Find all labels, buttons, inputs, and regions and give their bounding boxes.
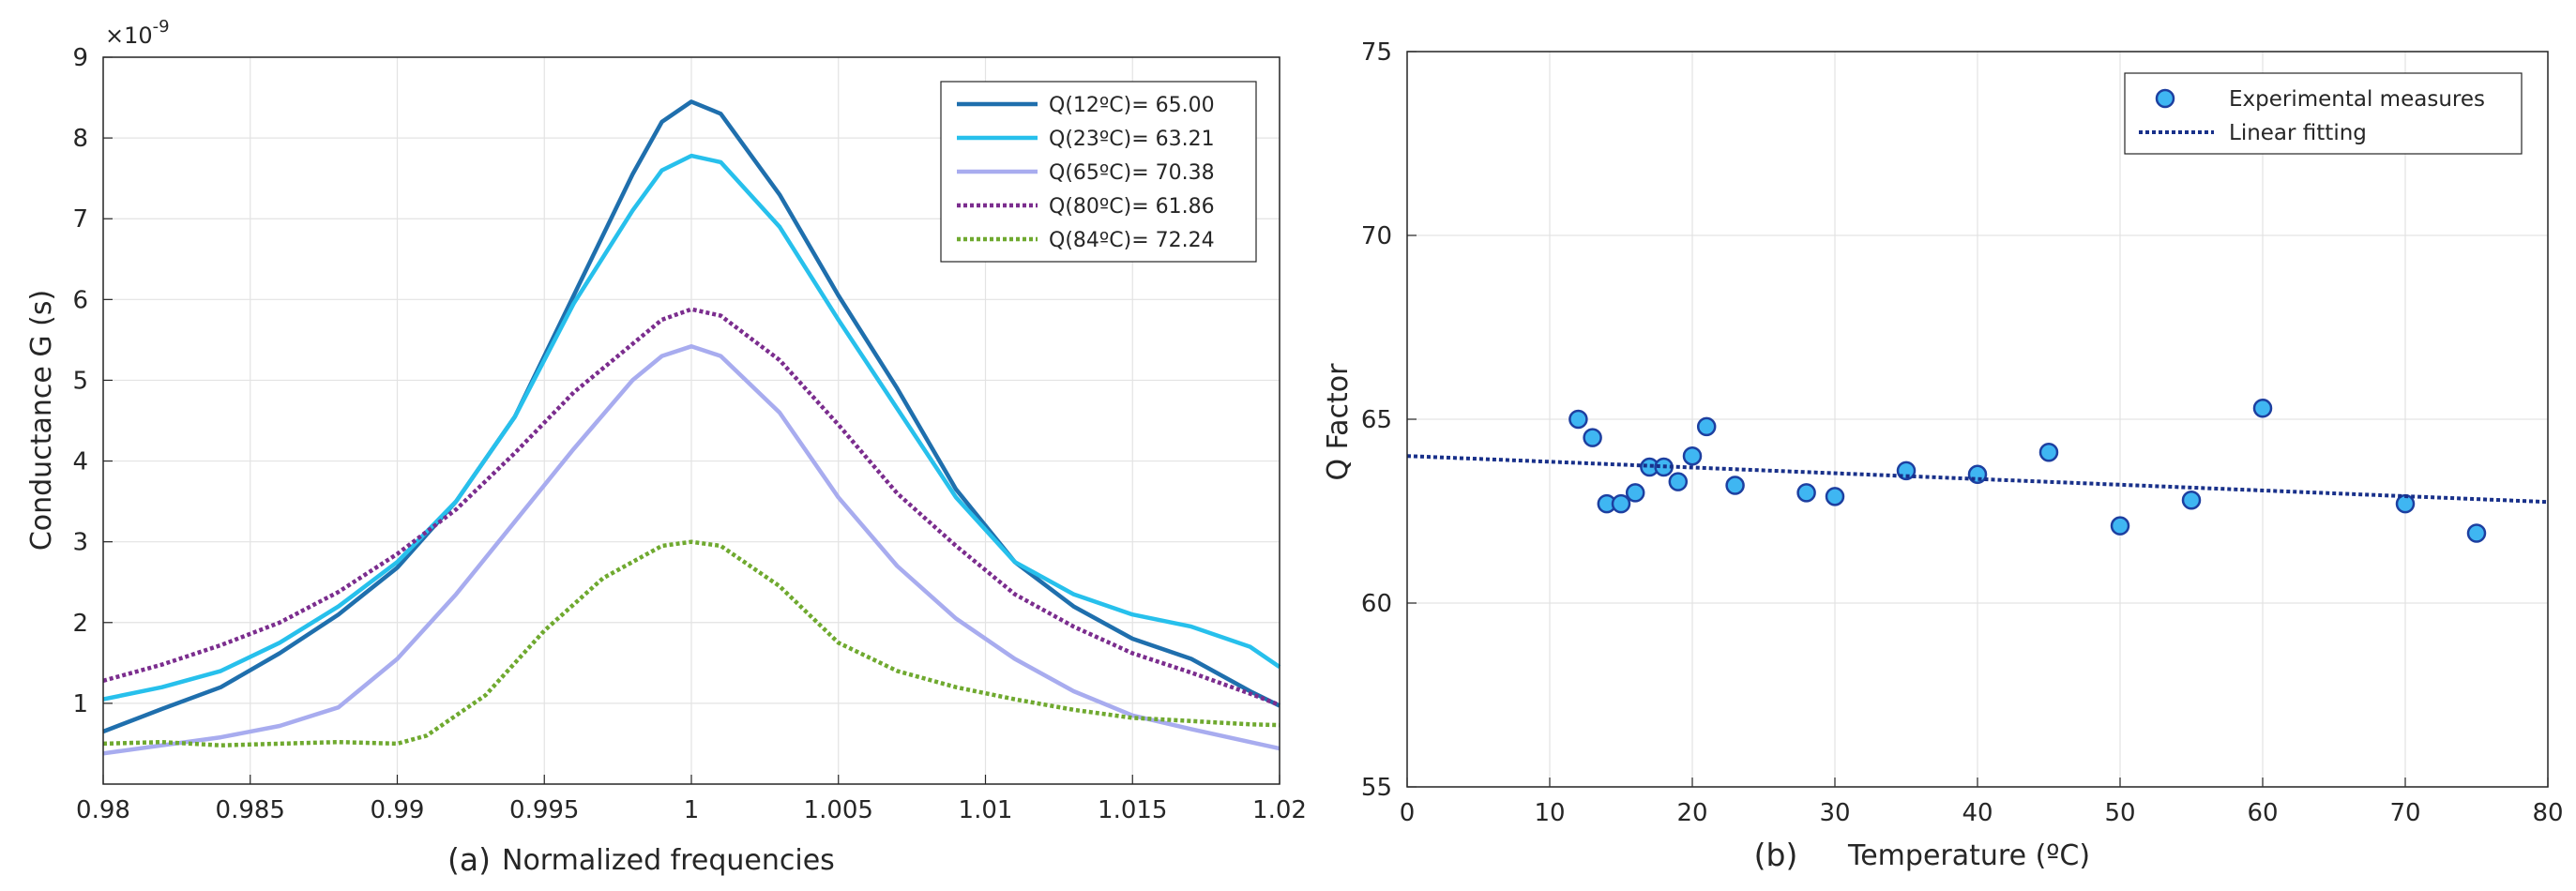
- panel-a-y-multiplier: ×10-9: [105, 17, 170, 49]
- y-tick-label: 2: [72, 610, 88, 638]
- panel-b-x-tick-labels: 0 10 20 30 40 50 60 70 80: [1400, 799, 2564, 827]
- panel-b-legend: Experimental measures Linear fitting: [2124, 72, 2523, 155]
- x-tick-label: 0.985: [216, 796, 285, 824]
- legend-label: Q(80ºC)= 61.86: [1049, 195, 1215, 219]
- series-line: [102, 307, 1280, 707]
- y-tick-label: 6: [72, 286, 88, 314]
- data-point: [2038, 443, 2059, 462]
- legend-label: Q(12ºC)= 65.00: [1049, 94, 1215, 117]
- x-tick-label: 0.99: [371, 796, 425, 824]
- x-tick-label: 70: [2389, 799, 2420, 827]
- y-tick-label: 3: [72, 529, 88, 557]
- x-tick-label: 10: [1534, 799, 1565, 827]
- legend-label: Q(23ºC)= 63.21: [1049, 128, 1215, 151]
- data-point: [1696, 416, 1717, 437]
- data-point: [1796, 483, 1816, 503]
- data-point: [1682, 446, 1703, 466]
- panel-b-label: (b): [1754, 837, 1798, 873]
- series-line: [102, 539, 1280, 748]
- x-tick-label: 1: [684, 796, 700, 824]
- x-tick-label: 0: [1400, 799, 1416, 827]
- data-point: [1625, 483, 1645, 503]
- series-line: [102, 344, 1280, 756]
- y-tick-label: 5: [72, 367, 88, 395]
- legend-marker: [2155, 88, 2175, 109]
- data-point: [1668, 472, 1689, 491]
- panel-a-legend: Q(12ºC)= 65.00 Q(23ºC)= 63.21 Q(65ºC)= 70.…: [940, 81, 1257, 263]
- data-point: [2252, 398, 2273, 418]
- legend-label: Linear fitting: [2229, 121, 2367, 145]
- x-tick-label: 20: [1676, 799, 1707, 827]
- x-tick-label: 1.005: [804, 796, 873, 824]
- panel-a: 0.98 0.985 0.99 0.995 1 1.005 1.01 1.015 1.02 1 2…: [25, 17, 1307, 878]
- y-tick-label: 1: [72, 690, 88, 718]
- data-point: [2110, 516, 2130, 536]
- data-point: [1725, 476, 1745, 495]
- legend-label: Experimental measures: [2229, 87, 2485, 112]
- x-tick-label: 0.98: [76, 796, 130, 824]
- y-tick-label: 60: [1361, 590, 1392, 618]
- data-point: [2181, 490, 2202, 510]
- panel-a-legend-entries: Q(12ºC)= 65.00 Q(23ºC)= 63.21 Q(65ºC)= 70.…: [957, 94, 1215, 252]
- panel-b: 0 10 20 30 40 50 60 70 80 55 60 65 70 75 Q Factor (b…: [1322, 38, 2564, 873]
- x-tick-label: 1.015: [1098, 796, 1167, 824]
- panel-a-axes-box: [102, 56, 1280, 785]
- panel-b-legend-entries: Experimental measures Linear fitting: [2139, 87, 2485, 145]
- x-tick-label: 80: [2532, 799, 2563, 827]
- x-tick-label: 1.02: [1252, 796, 1307, 824]
- panel-b-axes-box: [1406, 51, 2549, 788]
- y-tick-label: 75: [1361, 38, 1392, 67]
- panel-b-series: [1406, 398, 2549, 543]
- panel-a-x-tick-labels: 0.98 0.985 0.99 0.995 1 1.005 1.01 1.015 1.02: [76, 796, 1307, 824]
- x-tick-label: 30: [1819, 799, 1850, 827]
- y-tick-label: 7: [72, 205, 88, 234]
- series-line: [102, 99, 1280, 734]
- panel-b-x-axis-label: Temperature (ºC): [1847, 839, 2090, 872]
- y-tick-label: 55: [1361, 774, 1392, 802]
- y-tick-label: 70: [1361, 222, 1392, 250]
- x-tick-label: 0.995: [509, 796, 579, 824]
- panel-a-label: (a): [447, 841, 491, 878]
- panel-b-y-tick-labels: 55 60 65 70 75: [1361, 38, 1392, 802]
- y-tick-label: 65: [1361, 406, 1392, 434]
- y-tick-label: 8: [72, 125, 88, 153]
- panel-a-y-tick-labels: 1 2 3 4 5 6 7 8 9: [72, 44, 88, 718]
- panel-a-series: [102, 99, 1281, 756]
- data-point: [1825, 487, 1845, 506]
- series-line: [102, 153, 1281, 702]
- y-tick-label: 4: [72, 448, 88, 476]
- x-tick-label: 60: [2247, 799, 2278, 827]
- panel-a-x-axis-label: Normalized frequencies: [502, 844, 835, 877]
- data-point: [1568, 409, 1588, 430]
- data-point: [1611, 493, 1631, 514]
- legend-label: Q(65ºC)= 70.38: [1049, 161, 1215, 185]
- data-point: [1583, 428, 1602, 447]
- x-tick-label: 1.01: [959, 796, 1013, 824]
- legend-label: Q(84ºC)= 72.24: [1049, 229, 1215, 252]
- data-point: [2466, 523, 2487, 543]
- panel-a-y-axis-label: Conductance G (s): [25, 290, 58, 551]
- panel-b-legend-box: [2124, 72, 2523, 155]
- y-tick-label: 9: [72, 44, 88, 72]
- panel-b-y-axis-label: Q Factor: [1322, 363, 1355, 481]
- x-tick-label: 50: [2104, 799, 2135, 827]
- x-tick-label: 40: [1962, 799, 1993, 827]
